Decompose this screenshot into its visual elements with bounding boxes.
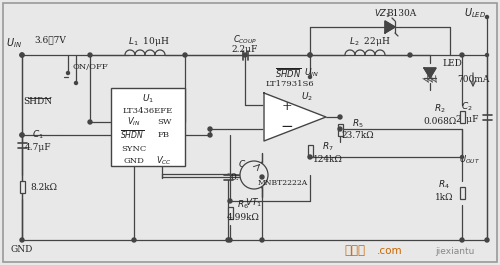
- Circle shape: [485, 238, 489, 242]
- Circle shape: [20, 53, 24, 57]
- Text: $U_{IN}$: $U_{IN}$: [304, 67, 320, 79]
- Text: $R_7$: $R_7$: [322, 141, 334, 153]
- Text: $L_2$  22μH: $L_2$ 22μH: [349, 36, 391, 48]
- Circle shape: [88, 120, 92, 124]
- Bar: [308, 145, 312, 157]
- Circle shape: [132, 238, 136, 242]
- Circle shape: [88, 53, 92, 57]
- Text: $U_{OUT}$: $U_{OUT}$: [460, 154, 480, 166]
- Circle shape: [460, 53, 464, 57]
- Text: $R_5$: $R_5$: [352, 118, 364, 130]
- Text: −: −: [280, 120, 293, 134]
- Text: $C_4$: $C_4$: [238, 159, 250, 171]
- Text: MNBT2222A: MNBT2222A: [258, 179, 308, 187]
- Text: $V_{IN}$: $V_{IN}$: [127, 116, 141, 128]
- Polygon shape: [424, 68, 436, 78]
- Bar: [460, 187, 464, 199]
- Text: SYNC: SYNC: [122, 145, 146, 153]
- Text: $VT_1$: $VT_1$: [246, 197, 262, 209]
- Text: LT17931S6: LT17931S6: [266, 80, 314, 88]
- Text: .com: .com: [377, 246, 403, 256]
- Circle shape: [228, 238, 232, 242]
- Text: $U_{IN}$: $U_{IN}$: [6, 36, 22, 50]
- Circle shape: [226, 238, 230, 242]
- Circle shape: [486, 54, 488, 56]
- Text: jiexiantu: jiexiantu: [436, 246, 474, 255]
- Circle shape: [20, 133, 24, 137]
- Circle shape: [308, 76, 312, 78]
- Text: LED: LED: [442, 59, 462, 68]
- Circle shape: [228, 199, 232, 203]
- Text: 124kΩ: 124kΩ: [313, 154, 343, 164]
- Circle shape: [20, 133, 24, 137]
- Bar: [20, 181, 24, 193]
- Text: $C_2$: $C_2$: [461, 101, 473, 113]
- Circle shape: [240, 161, 268, 189]
- Text: $U_{LED}$: $U_{LED}$: [464, 6, 486, 20]
- Text: 23.7kΩ: 23.7kΩ: [342, 131, 374, 140]
- Circle shape: [260, 238, 264, 242]
- Text: $L_1$  10μH: $L_1$ 10μH: [128, 36, 170, 48]
- Text: 700mA: 700mA: [457, 74, 489, 83]
- Polygon shape: [264, 93, 326, 141]
- Circle shape: [20, 238, 24, 242]
- Circle shape: [243, 53, 247, 57]
- Text: $C_{COUP}$: $C_{COUP}$: [233, 34, 257, 46]
- Text: 8.2kΩ: 8.2kΩ: [30, 183, 58, 192]
- Text: 22μF: 22μF: [455, 114, 479, 123]
- Text: SW: SW: [157, 118, 171, 126]
- Text: $VZ_1$: $VZ_1$: [374, 8, 390, 20]
- Text: LT3436EFE: LT3436EFE: [123, 107, 173, 115]
- Text: B130A: B130A: [387, 10, 417, 19]
- Text: 1kΩ: 1kΩ: [435, 193, 453, 202]
- Text: +: +: [282, 100, 292, 113]
- Circle shape: [308, 53, 312, 57]
- Bar: [338, 124, 342, 136]
- Bar: [460, 111, 464, 123]
- Circle shape: [460, 238, 464, 242]
- Text: 接线图: 接线图: [344, 245, 366, 258]
- Text: 0.068Ω: 0.068Ω: [424, 117, 456, 126]
- Bar: [111, 88, 185, 166]
- Circle shape: [20, 53, 24, 57]
- Circle shape: [183, 53, 187, 57]
- Text: GND: GND: [124, 157, 144, 165]
- Circle shape: [308, 53, 312, 57]
- Text: 3.6～7V: 3.6～7V: [34, 36, 66, 45]
- Text: $V_{CC}$: $V_{CC}$: [156, 155, 172, 167]
- Text: 4.7μF: 4.7μF: [24, 143, 52, 152]
- Text: $R_4$: $R_4$: [438, 179, 450, 191]
- Text: SHDN: SHDN: [24, 98, 52, 107]
- Circle shape: [486, 15, 488, 19]
- Text: 4.99kΩ: 4.99kΩ: [226, 214, 260, 223]
- Circle shape: [338, 127, 342, 131]
- Polygon shape: [385, 21, 395, 33]
- Text: $C_1$: $C_1$: [32, 129, 44, 141]
- Text: FB: FB: [158, 131, 170, 139]
- Circle shape: [208, 127, 212, 131]
- Text: $R_6$: $R_6$: [237, 199, 249, 211]
- Text: ON/OFF: ON/OFF: [72, 63, 108, 71]
- Text: $\overline{SHDN}$: $\overline{SHDN}$: [275, 66, 301, 80]
- Circle shape: [208, 133, 212, 137]
- Circle shape: [74, 82, 78, 85]
- Text: 0.1μF: 0.1μF: [230, 174, 258, 183]
- Text: 2.2μF: 2.2μF: [232, 45, 258, 54]
- Circle shape: [460, 156, 464, 158]
- Circle shape: [338, 115, 342, 119]
- Bar: [228, 207, 232, 219]
- Text: $\overline{SHDN}$: $\overline{SHDN}$: [120, 129, 144, 141]
- Circle shape: [260, 175, 264, 179]
- Text: GND: GND: [11, 245, 33, 254]
- Circle shape: [408, 53, 412, 57]
- Circle shape: [66, 72, 70, 74]
- Circle shape: [308, 155, 312, 159]
- Text: $U_2$: $U_2$: [301, 91, 313, 103]
- Text: $U_1$: $U_1$: [142, 93, 154, 105]
- Text: $R_2$: $R_2$: [434, 103, 446, 115]
